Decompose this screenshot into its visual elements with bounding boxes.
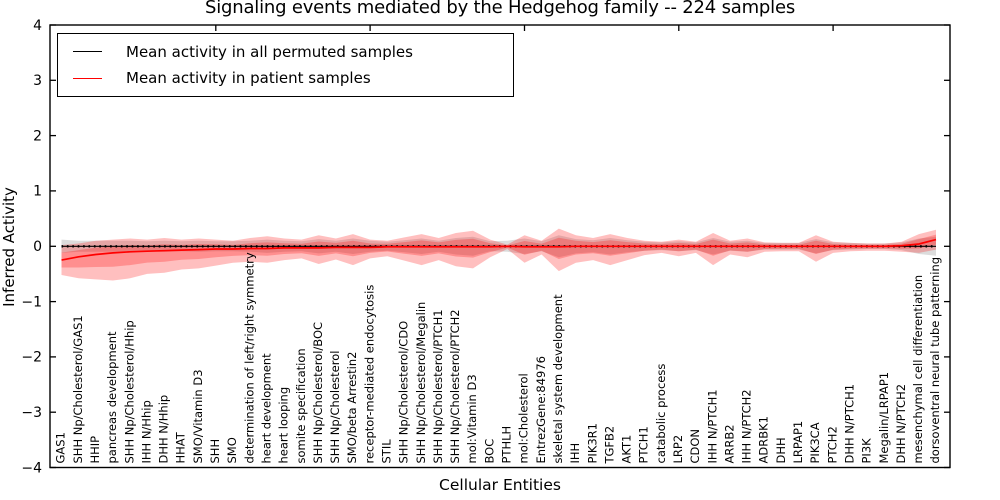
x-category-label: SHH Np/Cholesterol/CDO [397,321,411,464]
x-category-label: TGFB2 [602,426,616,465]
x-category-label: HHAT [174,431,188,463]
x-category-label: LRP2 [671,435,685,464]
legend-label-permuted: Mean activity in all permuted samples [126,42,413,61]
chart-title: Signaling events mediated by the Hedgeho… [204,0,795,18]
x-category-label: pancreas development [105,331,119,464]
band-patient-samples-inner [61,234,936,268]
x-category-label: IHH [568,443,582,464]
y-tick-label: 0 [33,239,42,255]
y-axis-label: Inferred Activity [0,187,18,307]
x-category-label: PTCH2 [825,426,839,463]
y-tick-label: −1 [21,294,42,310]
legend-label-patient: Mean activity in patient samples [126,69,371,88]
x-category-label: SHH [208,439,222,464]
x-category-label: SHH Np/Cholesterol/Megalin [414,302,428,464]
y-tick-label: 1 [33,184,42,200]
x-axis-label: Cellular Entities [439,476,561,494]
x-category-label: STIL [380,439,394,464]
x-category-label: dorsoventral neural tube patterning [928,257,942,464]
x-category-label: mol:Cholesterol [517,373,531,463]
x-category-label: PIK3CA [808,422,822,463]
y-tick-label: 2 [33,128,42,144]
x-category-label: DHH [774,437,788,463]
x-category-label: SMO [225,437,239,463]
x-category-label: SMO/Vitamin D3 [191,369,205,463]
x-category-label: DHH N/PTCH1 [843,384,857,464]
x-category-label: SHH Np/Cholesterol/Hhip [122,320,136,463]
x-category-label: LRPAP1 [791,421,805,464]
x-category-label: IHH N/PTCH2 [740,389,754,463]
x-category-label: skeletal system development [551,294,565,464]
x-category-label: ARRB2 [722,424,736,463]
x-category-label: receptor-mediated endocytosis [362,285,376,464]
x-category-label: DHH N/Hhip [157,395,171,464]
x-category-label: AKT1 [620,435,634,464]
x-category-label: GAS1 [54,432,68,463]
x-category-label: SHH Np/Cholesterol [328,351,342,464]
x-category-label: PI3K [860,438,874,464]
legend-item-patient: Mean activity in patient samples [73,69,513,87]
x-category-label: SHH Np/Cholesterol/GAS1 [71,315,85,463]
x-category-label: PTCH1 [637,426,651,463]
x-category-label: Megalin/LRPAP1 [877,372,891,464]
band-patient-samples-outer [61,228,936,281]
x-category-label: DHH N/PTCH2 [894,384,908,464]
x-category-label: determination of left/right symmetry [242,252,256,463]
x-category-label: mesenchymal cell differentiation [911,275,925,464]
line-patient-mean [61,238,937,261]
y-tick-label: −4 [21,460,42,476]
x-category-label: SMO/beta Arrestin2 [345,352,359,464]
legend-line-patient-icon [73,77,102,79]
x-category-label: HHIP [88,436,102,464]
x-category-label: SHH Np/Cholesterol/BOC [311,322,325,464]
legend: Mean activity in all permuted samples Me… [57,33,514,97]
x-category-label: PTHLH [500,426,514,464]
x-category-label: CDON [688,429,702,464]
x-category-label: BOC [482,439,496,464]
x-category-label: ADRBK1 [757,416,771,463]
x-category-label: somite specification [294,348,308,463]
y-tick-label: 3 [33,73,42,89]
y-tick-label: −3 [21,405,42,421]
legend-item-permuted: Mean activity in all permuted samples [73,43,513,61]
x-category-label: catabolic process [654,364,668,464]
x-category-label: PIK3R1 [585,423,599,464]
x-category-label: IHH N/Hhip [139,400,153,463]
y-tick-label: 4 [33,18,42,34]
x-category-label: SHH Np/Cholesterol/PTCH1 [431,309,445,463]
x-category-label: SHH Np/Cholesterol/PTCH2 [448,309,462,463]
x-category-label: IHH N/PTCH1 [705,389,719,463]
x-category-label: mol:Vitamin D3 [465,374,479,463]
x-category-label: EntrezGene:84976 [534,356,548,463]
y-tick-label: −2 [21,350,42,366]
x-category-label: heart development [260,353,274,464]
x-category-label: heart looping [277,387,291,464]
legend-line-permuted-icon [73,51,102,53]
